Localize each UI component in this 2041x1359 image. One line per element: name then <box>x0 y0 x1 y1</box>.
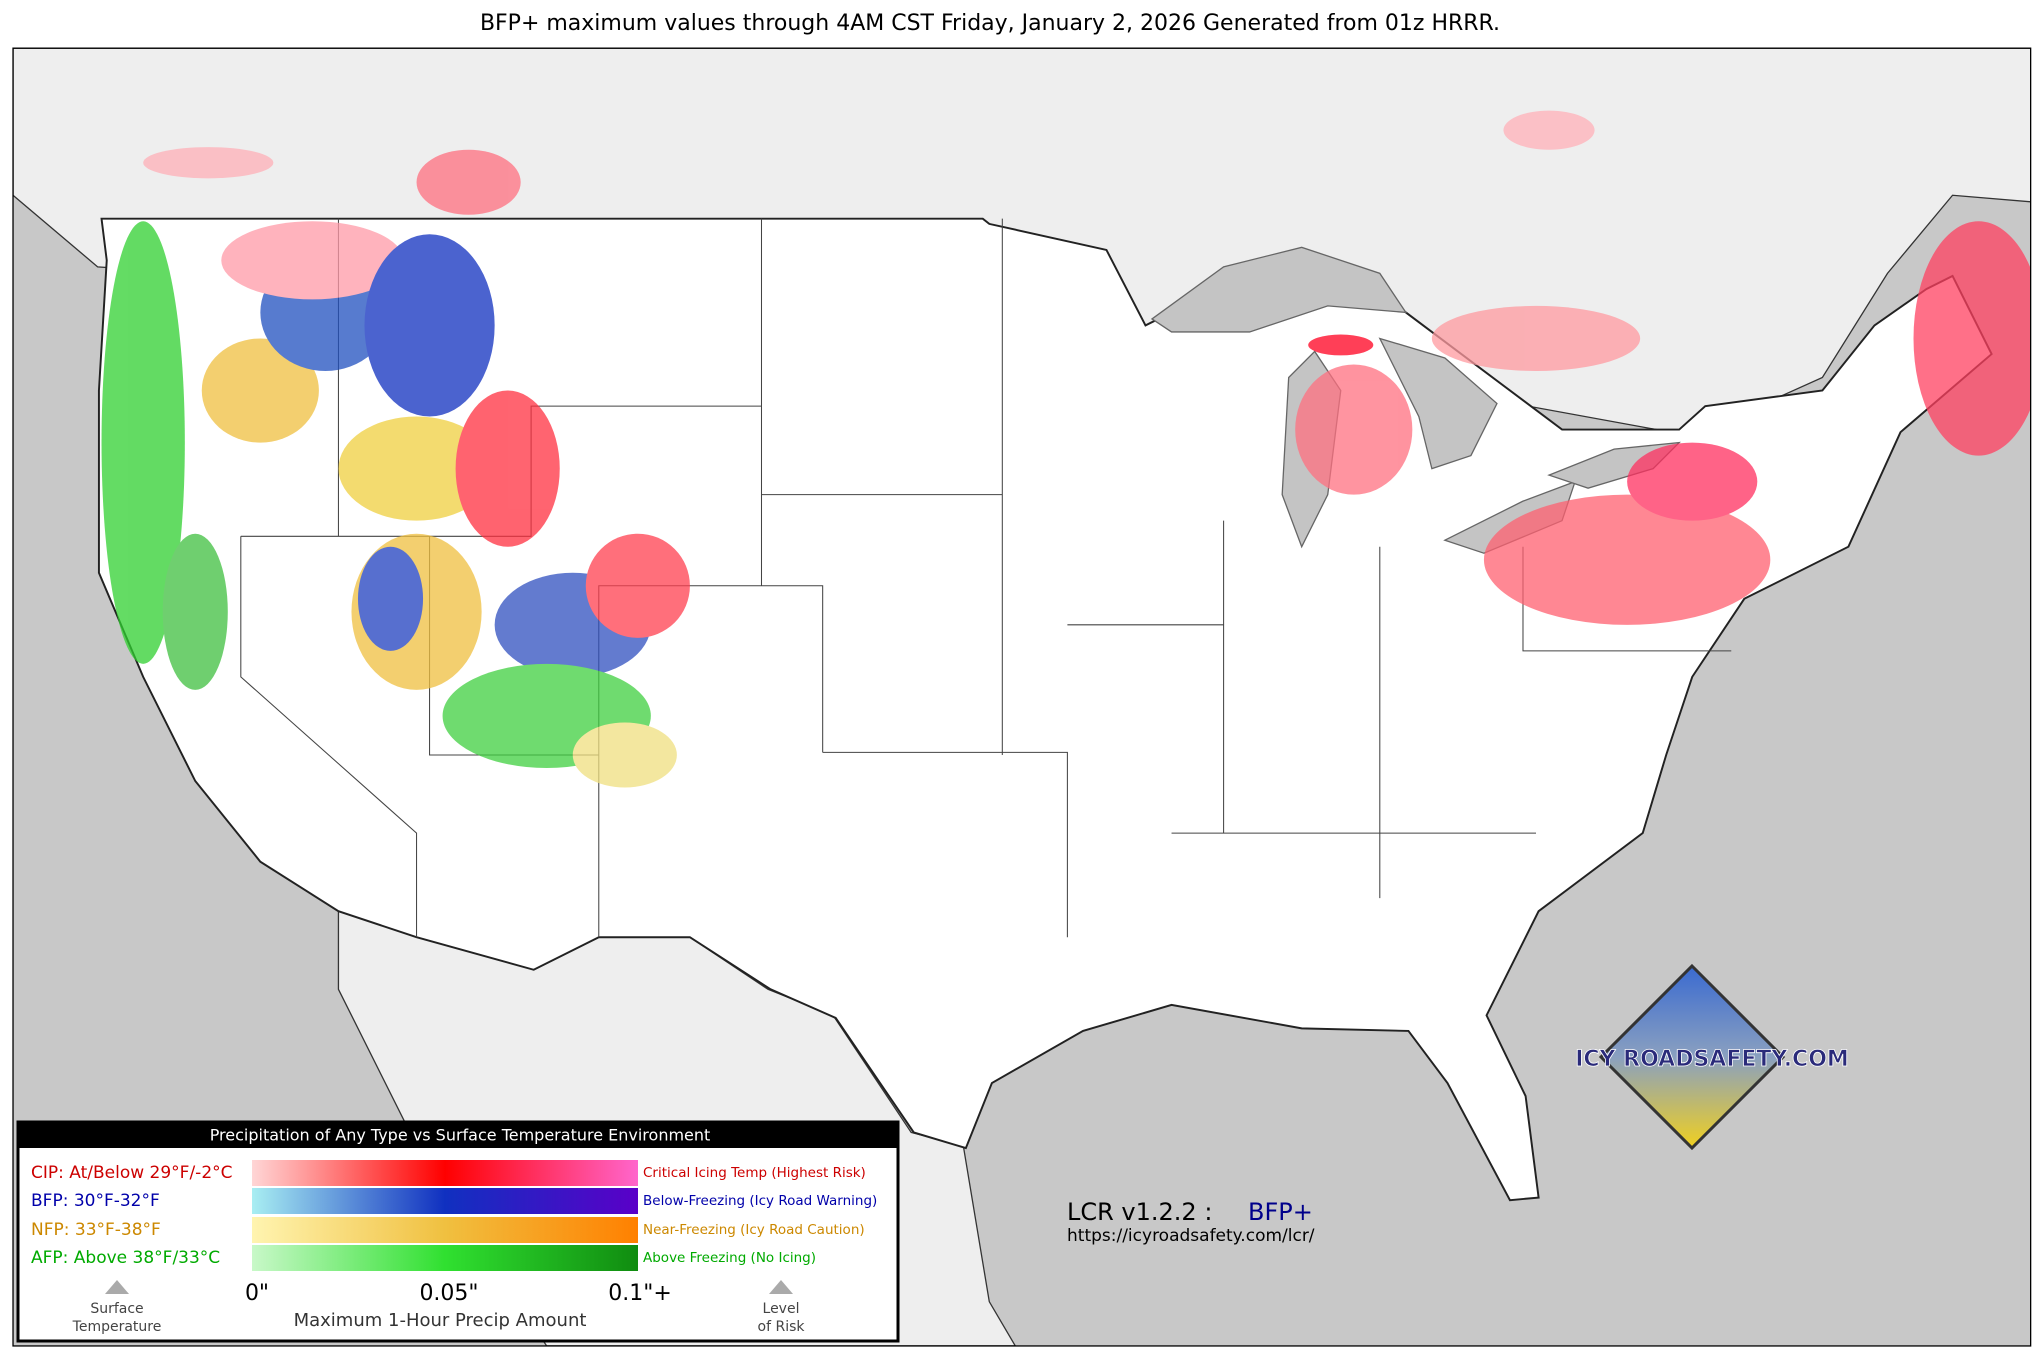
legend-description: Below-Freezing (Icy Road Warning) <box>643 1193 877 1209</box>
version-product: BFP+ <box>1248 1198 1313 1226</box>
legend-gradient <box>252 1245 638 1271</box>
arrow-icon <box>769 1280 793 1294</box>
legend-label: BFP: 30°F-32°F <box>31 1191 160 1211</box>
legend-header-bar <box>18 1122 898 1148</box>
legend-gradient <box>252 1160 638 1186</box>
legend: Precipitation of Any Type vs Surface Tem… <box>16 1120 900 1343</box>
legend-axis-label: Maximum 1-Hour Precip Amount <box>294 1310 587 1331</box>
logo-text: ICY ROADSAFETY.COM <box>1575 1047 1849 1072</box>
legend-label: CIP: At/Below 29°F/-2°C <box>31 1163 233 1183</box>
logo-diamond <box>1598 963 1786 1151</box>
legend-label: NFP: 33°F-38°F <box>31 1220 161 1240</box>
map-title: BFP+ maximum values through 4AM CST Frid… <box>480 11 1500 36</box>
united-states <box>97 217 1993 1202</box>
legend-description: Above Freezing (No Icing) <box>643 1250 816 1266</box>
arrow-icon <box>105 1280 129 1294</box>
map-frame <box>12 47 2032 1347</box>
legend-arrow-label: Temperature <box>72 1319 162 1335</box>
great-lakes <box>1150 246 1681 554</box>
version-label: LCR v1.2.2 : <box>1067 1198 1212 1226</box>
version: LCR v1.2.2 : BFP+ https://icyroadsafety.… <box>1067 1198 1315 1246</box>
legend-header: Precipitation of Any Type vs Surface Tem… <box>210 1126 711 1145</box>
logo: ICY ROADSAFETY.COM <box>1575 963 1849 1151</box>
version-url: https://icyroadsafety.com/lcr/ <box>1067 1226 1315 1246</box>
legend-arrow-label: of Risk <box>758 1319 806 1335</box>
legend-gradient <box>252 1188 638 1214</box>
legend-gradient <box>252 1217 638 1243</box>
legend-arrow-label: Surface <box>90 1301 143 1317</box>
legend-label: AFP: Above 38°F/33°C <box>31 1248 220 1268</box>
legend-description: Critical Icing Temp (Highest Risk) <box>643 1165 866 1181</box>
legend-tick: 0.05" <box>419 1281 478 1306</box>
legend-tick: 0.1"+ <box>608 1281 672 1306</box>
legend-arrow-label: Level <box>763 1301 800 1317</box>
legend-description: Near-Freezing (Icy Road Caution) <box>643 1222 865 1238</box>
legend-tick: 0" <box>245 1281 269 1306</box>
precipitation <box>101 110 2031 788</box>
